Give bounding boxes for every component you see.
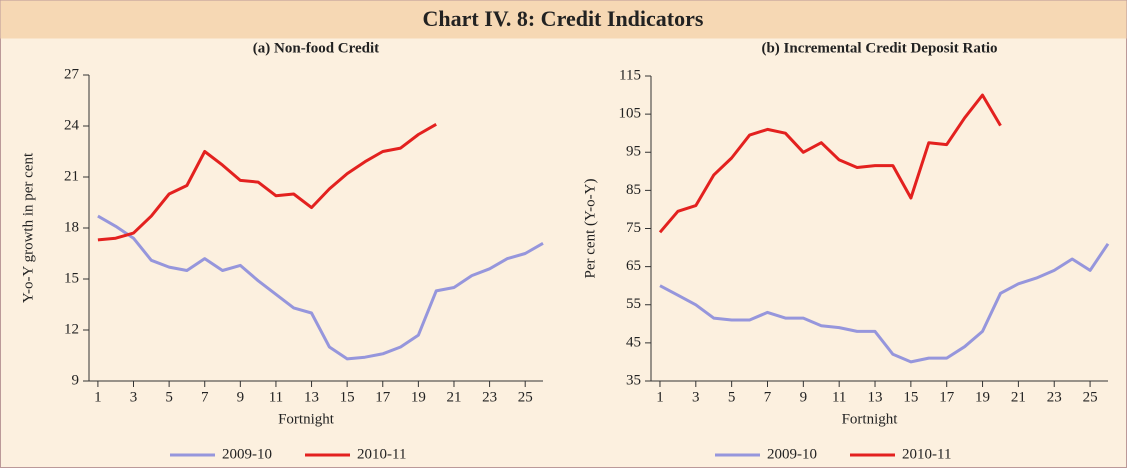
legend-label: 2009-10 [222, 446, 272, 462]
y-tick-label: 27 [64, 66, 80, 82]
y-tick-label: 105 [619, 106, 642, 122]
legend-label: 2010-11 [902, 446, 951, 462]
x-tick-label: 7 [201, 389, 209, 405]
x-tick-label: 1 [94, 389, 102, 405]
line-series [97, 122, 437, 242]
y-tick-label: 65 [626, 258, 641, 274]
x-tick-label: 11 [269, 389, 283, 405]
y-tick-label: 21 [64, 168, 79, 184]
y-tick-label: 55 [626, 296, 641, 312]
y-axis-label: Y-o-Y growth in per cent [20, 152, 36, 303]
line-series [658, 93, 1002, 234]
x-tick-label: 21 [1011, 389, 1026, 405]
title-band [0, 0, 1127, 39]
y-tick-label: 15 [64, 270, 79, 286]
y-tick-label: 12 [64, 321, 79, 337]
x-tick-label: 23 [1047, 389, 1062, 405]
x-tick-label: 17 [939, 389, 955, 405]
legend-label: 2010-11 [357, 446, 406, 462]
x-tick-label: 17 [375, 389, 391, 405]
x-tick-label: 13 [304, 389, 319, 405]
x-tick-label: 5 [165, 389, 173, 405]
y-tick-label: 9 [72, 372, 80, 388]
x-tick-label: 15 [903, 389, 918, 405]
x-tick-label: 3 [692, 389, 700, 405]
y-tick-label: 85 [626, 182, 641, 198]
x-tick-label: 7 [764, 389, 772, 405]
y-tick-label: 24 [64, 117, 80, 133]
y-tick-label: 75 [626, 220, 641, 236]
y-tick-label: 18 [64, 219, 79, 235]
x-tick-label: 9 [237, 389, 245, 405]
x-tick-label: 23 [482, 389, 497, 405]
chart-subtitle: (a) Non-food Credit [253, 40, 379, 56]
y-tick-label: 115 [619, 67, 641, 83]
y-tick-label: 45 [626, 334, 641, 350]
x-tick-label: 25 [518, 389, 533, 405]
y-tick-label: 35 [626, 372, 641, 388]
x-tick-label: 19 [411, 389, 426, 405]
x-tick-label: 21 [446, 389, 461, 405]
y-axis-label: Per cent (Y-o-Y) [582, 179, 598, 279]
x-axis-label: Fortnight [842, 411, 899, 427]
x-tick-label: 5 [728, 389, 736, 405]
legend-label: 2009-10 [767, 446, 817, 462]
x-tick-label: 11 [832, 389, 846, 405]
x-tick-label: 13 [868, 389, 883, 405]
x-tick-label: 1 [656, 389, 664, 405]
line-series [97, 214, 544, 361]
x-tick-label: 3 [130, 389, 138, 405]
line-series [659, 242, 1110, 364]
chart-subtitle: (b) Incremental Credit Deposit Ratio [761, 40, 997, 56]
x-tick-label: 25 [1083, 389, 1098, 405]
x-axis-label: Fortnight [278, 411, 335, 427]
y-tick-label: 95 [626, 144, 641, 160]
x-tick-label: 15 [340, 389, 355, 405]
x-tick-label: 19 [975, 389, 990, 405]
page-title: Chart IV. 8: Credit Indicators [423, 6, 704, 31]
x-tick-label: 9 [800, 389, 808, 405]
